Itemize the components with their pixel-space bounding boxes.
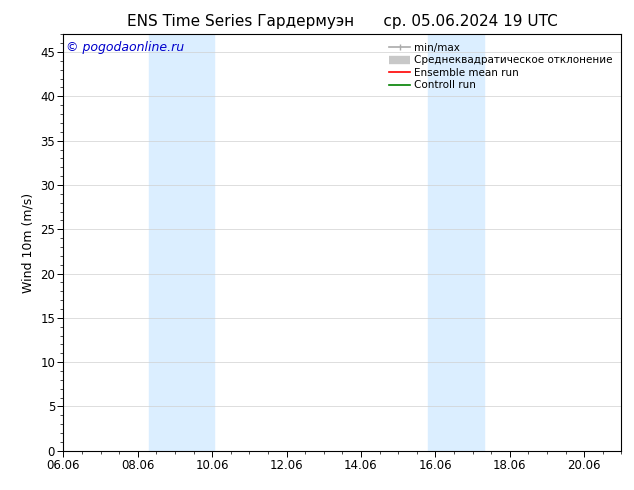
- Text: © pogodaonline.ru: © pogodaonline.ru: [66, 41, 184, 53]
- Title: ENS Time Series Гардермуэн      ср. 05.06.2024 19 UTC: ENS Time Series Гардермуэн ср. 05.06.202…: [127, 14, 558, 29]
- Bar: [149, 34, 214, 451]
- Legend: min/max, Среднеквадратическое отклонение, Ensemble mean run, Controll run: min/max, Среднеквадратическое отклонение…: [386, 40, 616, 94]
- Bar: [428, 34, 484, 451]
- Y-axis label: Wind 10m (m/s): Wind 10m (m/s): [22, 193, 35, 293]
